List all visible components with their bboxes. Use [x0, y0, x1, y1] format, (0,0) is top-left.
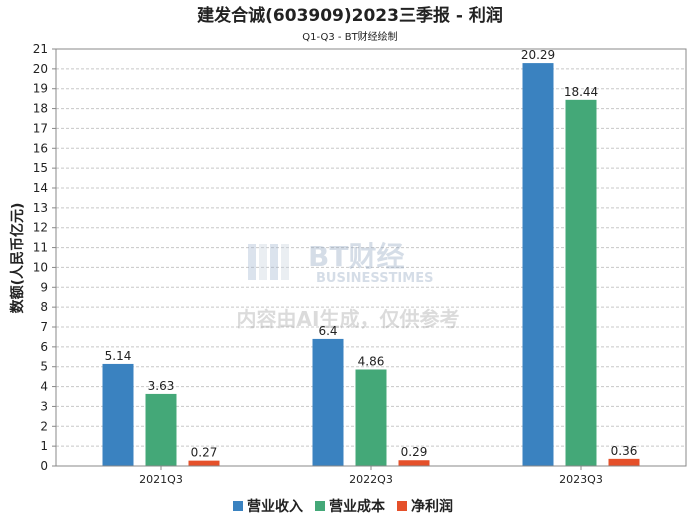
bar-2-1: [565, 99, 597, 466]
y-tick-label: 18: [33, 102, 48, 116]
data-label: 5.14: [105, 349, 132, 363]
y-tick-label: 0: [40, 459, 48, 473]
data-labels: 5.14 3.63 0.27 6.4 4.86 0.29 20.29 18.44 0.36: [105, 48, 638, 460]
y-tick-label: 17: [33, 121, 48, 135]
y-tick-label: 2: [40, 419, 48, 433]
watermark-brand-sub: BUSINESSTIMES: [316, 271, 433, 286]
data-label: 0.36: [611, 444, 638, 458]
data-label: 0.27: [191, 446, 218, 460]
y-tick-label: 6: [40, 340, 48, 354]
bar-1-0: [312, 338, 344, 466]
legend-label: 营业成本: [329, 498, 386, 515]
y-tick-label: 5: [40, 360, 48, 374]
bar-1-2: [398, 460, 430, 466]
bars-layer: [102, 63, 640, 466]
legend-label: 净利润: [411, 498, 453, 515]
plot-frame: [55, 48, 687, 467]
bt-logo-icon: [248, 244, 289, 280]
bar-0-1: [145, 393, 177, 466]
data-label: 3.63: [148, 379, 175, 393]
data-label: 20.29: [521, 48, 555, 62]
y-tick-label: 15: [33, 161, 48, 175]
y-tick-label: 20: [33, 62, 48, 76]
y-tick-label: 19: [33, 82, 48, 96]
y-axis-label: 数额(人民币亿元): [9, 203, 26, 314]
legend-swatch: [233, 501, 243, 511]
x-tick-label: 2022Q3: [349, 473, 393, 486]
watermark-brand: BT财经: [308, 240, 404, 273]
y-tick-label: 16: [33, 141, 48, 155]
y-tick-label: 8: [40, 300, 48, 314]
y-tick-label: 3: [40, 399, 48, 413]
y-tick-label: 12: [33, 221, 48, 235]
bar-1-1: [355, 369, 387, 466]
bar-0-2: [188, 460, 220, 466]
legend-swatch: [315, 501, 325, 511]
bar-2-0: [522, 63, 554, 466]
y-tick-label: 21: [33, 42, 48, 56]
legend-swatch: [397, 501, 407, 511]
y-tick-label: 4: [40, 380, 48, 394]
legend-label: 营业收入: [247, 498, 303, 515]
y-tick-label: 1: [40, 439, 48, 453]
y-tick-label: 11: [33, 241, 48, 255]
y-tick-label: 10: [33, 260, 48, 274]
y-tick-label: 9: [40, 280, 48, 294]
chart-subtitle: Q1-Q3 - BT财经绘制: [302, 30, 397, 43]
x-tick-label: 2023Q3: [559, 473, 603, 486]
data-label: 4.86: [358, 354, 385, 368]
y-tick-label: 7: [40, 320, 48, 334]
watermark-notice: 内容由AI生成，仅供参考: [237, 307, 460, 331]
chart-title: 建发合诚(603909)2023三季报 - 利润: [197, 5, 503, 26]
bar-2-2: [608, 458, 640, 466]
x-axis-ticks: 2021Q3 2022Q3 2023Q3: [139, 466, 603, 486]
y-tick-label: 14: [33, 181, 48, 195]
watermark: BT财经 BUSINESSTIMES 内容由AI生成，仅供参考: [237, 240, 460, 331]
x-tick-label: 2021Q3: [139, 473, 183, 486]
data-label: 18.44: [564, 85, 598, 99]
legend: 营业收入 营业成本 净利润: [233, 498, 453, 515]
data-label: 6.4: [318, 324, 337, 338]
data-label: 0.29: [401, 445, 428, 459]
y-tick-label: 13: [33, 201, 48, 215]
bar-0-0: [102, 363, 134, 466]
